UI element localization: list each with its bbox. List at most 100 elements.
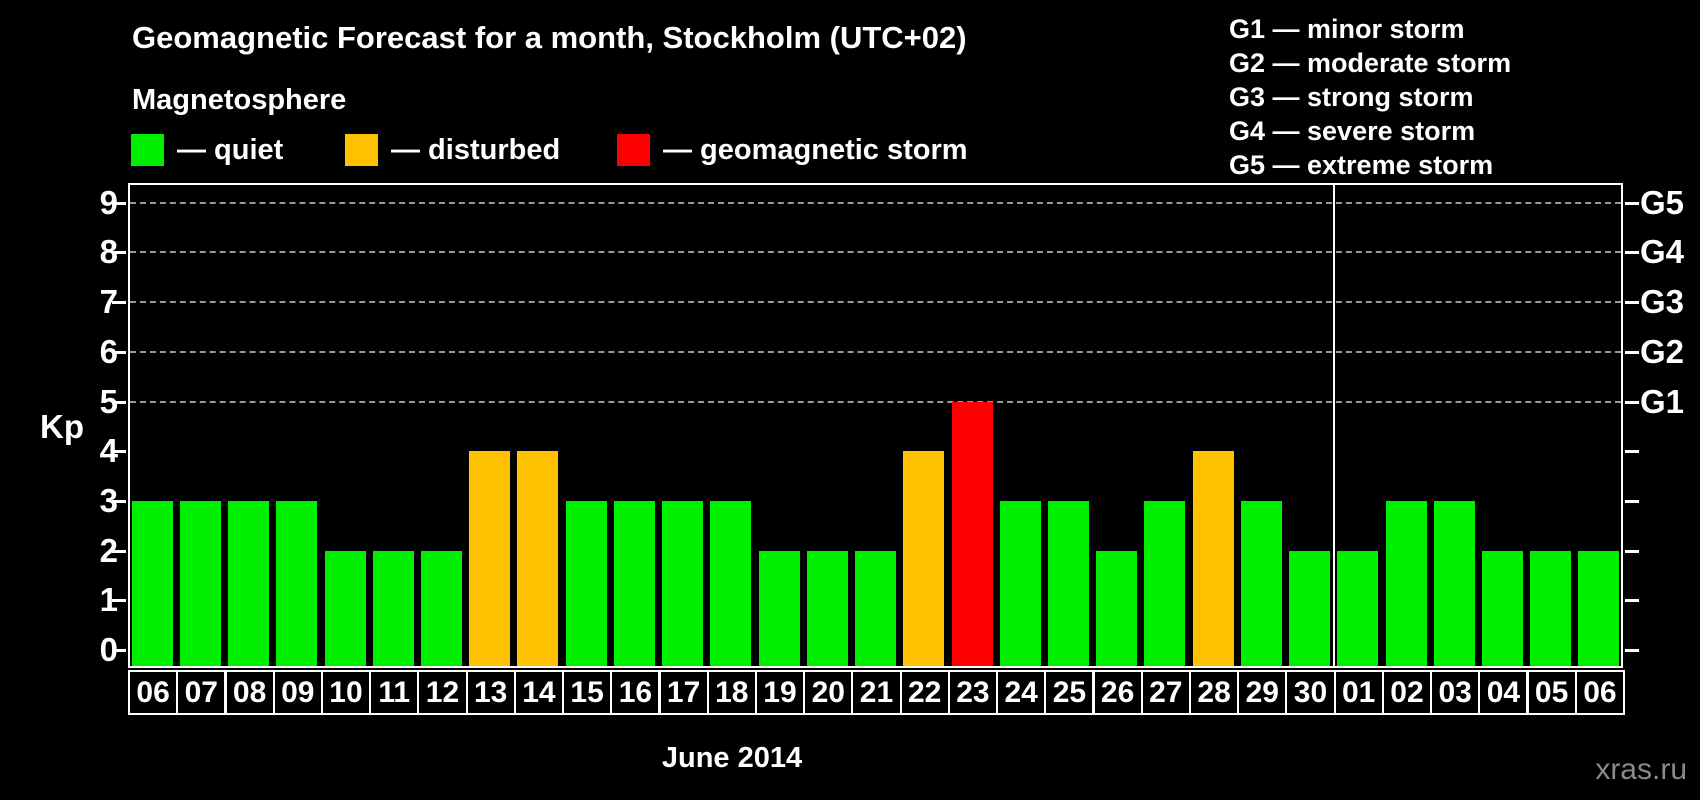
y-axis-label-1: 1 <box>99 581 118 619</box>
date-cell-jun-20: 20 <box>803 670 854 715</box>
date-cell-jul-01: 01 <box>1333 670 1384 715</box>
y-tick-right-3 <box>1625 499 1639 503</box>
y-axis-title: Kp <box>40 408 84 445</box>
bar-day-05 <box>1530 550 1572 666</box>
y-axis-label-4: 4 <box>99 432 118 470</box>
bar-day-26 <box>1096 550 1138 666</box>
y-axis-label-3: 3 <box>99 481 118 519</box>
y-tick-left-7 <box>112 301 126 305</box>
bar-day-09 <box>276 500 318 666</box>
date-cell-jun-17: 17 <box>658 670 709 715</box>
date-cell-jun-10: 10 <box>320 670 372 715</box>
gridline-kp6 <box>130 350 1621 353</box>
bar-day-22 <box>903 451 945 666</box>
bar-day-08 <box>228 500 270 666</box>
storm-scale-g3: G3 — strong storm <box>1229 82 1474 112</box>
y-tick-right-0 <box>1625 649 1639 652</box>
y-tick-left-1 <box>112 599 126 603</box>
bar-day-13 <box>469 451 511 666</box>
y-tick-left-9 <box>112 201 126 205</box>
y-tick-left-5 <box>112 400 126 404</box>
date-cell-jun-09: 09 <box>272 670 323 715</box>
bar-day-21 <box>855 550 896 666</box>
storm-scale-g1: G1 — minor storm <box>1229 14 1465 44</box>
date-cell-jun-18: 18 <box>706 670 757 715</box>
date-cell-jun-13: 13 <box>465 670 516 715</box>
gridline-kp8 <box>130 251 1621 254</box>
y-tick-left-3 <box>112 499 126 503</box>
date-cell-jun-15: 15 <box>562 670 613 715</box>
bar-day-06 <box>131 500 173 666</box>
y-axis-label-0: 0 <box>99 631 118 668</box>
storm-scale-g5: G5 — extreme storm <box>1229 150 1494 180</box>
storm-red-swatch-icon <box>617 134 650 166</box>
y-tick-right-2 <box>1625 549 1639 553</box>
legend-item-storm: — geomagnetic storm <box>617 134 968 166</box>
y-axis-label-8: 8 <box>99 233 118 271</box>
date-cell-jun-11: 11 <box>369 670 420 715</box>
date-cell-jul-06: 06 <box>1574 670 1625 715</box>
legend-heading: Magnetosphere <box>132 84 347 116</box>
disturbed-orange-swatch-icon <box>345 134 378 166</box>
y-tick-left-6 <box>112 350 126 354</box>
date-cell-jun-28: 28 <box>1189 670 1240 715</box>
bar-day-02 <box>1385 500 1427 666</box>
bar-day-27 <box>1144 500 1186 666</box>
y-axis-label-5: 5 <box>99 382 118 420</box>
month-separator-line <box>1332 183 1335 668</box>
y-tick-right-6 <box>1625 350 1639 354</box>
bar-day-01 <box>1337 550 1379 666</box>
date-cell-jun-07: 07 <box>176 670 227 715</box>
right-axis-label-g1: G1 <box>1640 382 1685 420</box>
gridline-kp5 <box>130 400 1621 403</box>
date-cell-jun-30: 30 <box>1285 670 1336 715</box>
y-axis-label-6: 6 <box>99 332 118 370</box>
date-cell-jul-03: 03 <box>1430 670 1481 715</box>
y-tick-right-8 <box>1625 251 1639 255</box>
right-axis-label-g4: G4 <box>1640 233 1685 271</box>
date-cell-jul-04: 04 <box>1478 670 1529 715</box>
plot-area <box>128 183 1623 668</box>
bar-day-07 <box>179 500 221 666</box>
right-axis-label-g2: G2 <box>1640 332 1685 370</box>
x-axis-title: June 2014 <box>661 742 803 774</box>
bar-day-19 <box>758 550 800 666</box>
gridline-kp7 <box>130 301 1621 304</box>
bar-day-03 <box>1433 500 1475 666</box>
bar-day-23 <box>951 401 993 666</box>
date-cell-jun-27: 27 <box>1140 670 1191 715</box>
storm-scale-g4: G4 — severe storm <box>1229 116 1476 146</box>
watermark: xras.ru <box>1595 753 1687 786</box>
bar-day-18 <box>710 500 752 666</box>
bar-day-10 <box>324 550 366 666</box>
y-tick-left-4 <box>112 450 126 454</box>
bar-day-24 <box>999 500 1041 666</box>
bar-day-12 <box>421 550 462 666</box>
y-tick-right-9 <box>1625 201 1639 205</box>
legend-label-storm: — geomagnetic storm <box>663 133 968 166</box>
date-cell-jun-25: 25 <box>1044 670 1095 715</box>
date-cell-jul-02: 02 <box>1381 670 1433 715</box>
legend-item-quiet: — quiet <box>131 134 283 166</box>
bar-day-15 <box>565 500 607 666</box>
bar-day-06 <box>1578 550 1620 666</box>
page-title: Geomagnetic Forecast for a month, Stockh… <box>132 20 967 55</box>
date-cell-jun-19: 19 <box>754 670 806 715</box>
date-cell-jun-24: 24 <box>996 670 1047 715</box>
date-cell-jun-14: 14 <box>513 670 564 715</box>
right-axis-label-g5: G5 <box>1640 183 1685 221</box>
y-tick-left-8 <box>112 251 126 255</box>
bar-day-25 <box>1047 500 1089 666</box>
y-tick-right-4 <box>1625 450 1639 454</box>
date-cell-jun-29: 29 <box>1237 670 1288 715</box>
date-cell-jul-05: 05 <box>1526 670 1577 715</box>
y-tick-left-0 <box>112 649 126 652</box>
quiet-green-swatch-icon <box>131 134 164 166</box>
date-cell-jun-21: 21 <box>851 670 902 715</box>
date-cell-jun-16: 16 <box>610 670 661 715</box>
legend-item-disturbed: — disturbed <box>345 134 560 166</box>
y-tick-right-1 <box>1625 599 1639 603</box>
y-axis-label-2: 2 <box>99 531 118 569</box>
storm-scale-legend: G1 — minor storm G2 — moderate storm G3 … <box>1229 12 1511 182</box>
